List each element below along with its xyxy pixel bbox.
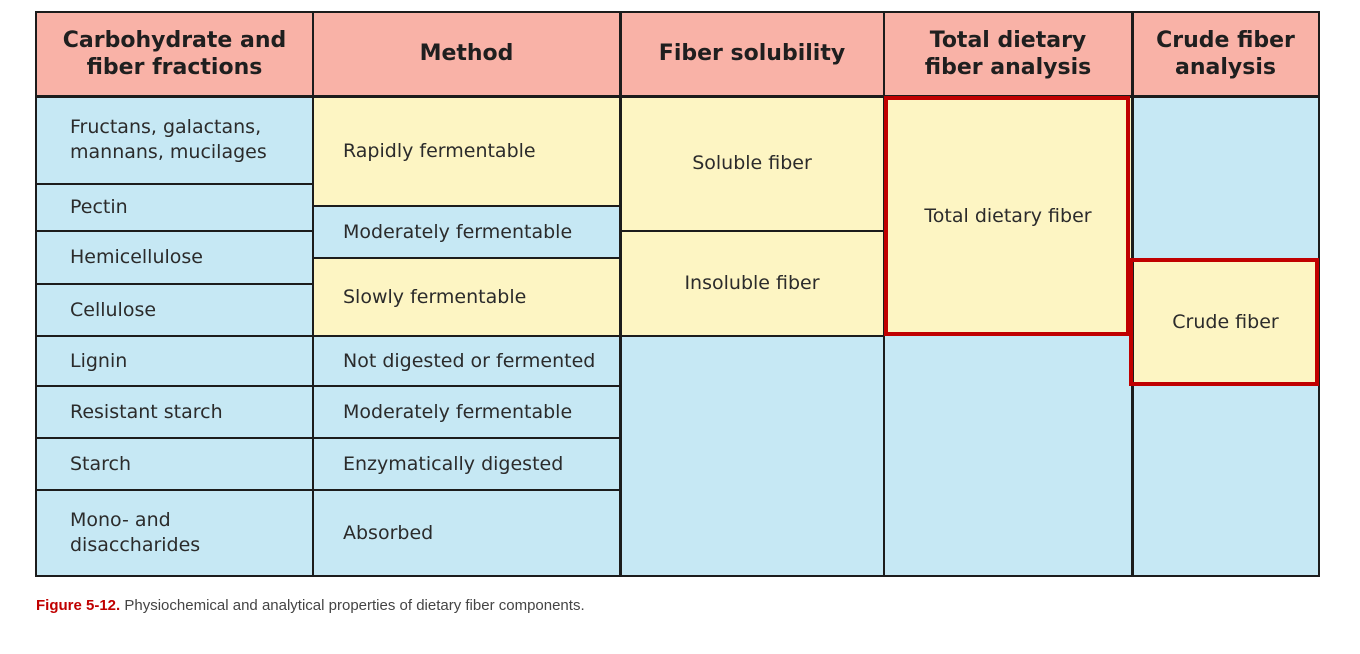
row-divider	[36, 283, 313, 285]
soluble-fiber-cell: Soluble fiber	[620, 96, 884, 231]
row-divider	[36, 489, 620, 491]
row-divider	[36, 437, 620, 439]
fraction-row: Fructans, galactans, mannans, mucilages	[36, 96, 313, 184]
figure-caption-text: Physiochemical and analytical properties…	[124, 597, 585, 614]
header-solubility: Fiber solubility	[620, 12, 884, 96]
header-crude: Crude fiber analysis	[1132, 12, 1319, 96]
crude-empty-bottom	[1132, 386, 1319, 576]
figure-label: Figure 5-12.	[36, 597, 121, 614]
method-row: Moderately fermentable	[313, 386, 620, 438]
row-divider	[36, 385, 620, 387]
header-divider	[36, 95, 1320, 98]
total-dietary-fiber-cell: Total dietary fiber	[884, 96, 1132, 336]
method-row: Rapidly fermentable	[313, 96, 620, 206]
solubility-divider	[620, 335, 884, 337]
table-border-right	[1318, 11, 1320, 577]
fraction-row: Cellulose	[36, 284, 313, 336]
method-row: Slowly fermentable	[313, 258, 620, 336]
column-divider	[619, 11, 622, 577]
header-fractions: Carbohydrate and fiber fractions	[36, 12, 313, 96]
fraction-row: Hemicellulose	[36, 231, 313, 284]
header-total-dietary: Total dietary fiber analysis	[884, 12, 1132, 96]
total-empty-cell	[884, 336, 1132, 576]
insoluble-fiber-cell: Insoluble fiber	[620, 231, 884, 336]
fraction-row: Pectin	[36, 184, 313, 231]
column-divider	[312, 11, 314, 577]
row-divider	[36, 230, 313, 232]
header-method: Method	[313, 12, 620, 96]
solubility-empty-cell	[620, 336, 884, 576]
method-divider	[313, 205, 620, 207]
crude-empty-top	[1132, 96, 1319, 258]
fraction-row: Mono- and disaccharides	[36, 490, 313, 576]
fraction-row: Lignin	[36, 336, 313, 386]
method-row: Absorbed	[313, 490, 620, 576]
crude-fiber-highlight	[1129, 258, 1319, 386]
method-row: Moderately fermentable	[313, 206, 620, 258]
row-divider	[36, 183, 313, 185]
method-row: Enzymatically digested	[313, 438, 620, 490]
method-divider	[313, 257, 620, 259]
table-border-top	[36, 11, 1320, 13]
solubility-divider	[620, 230, 884, 232]
table-border-left	[35, 11, 37, 577]
table-border-bottom	[36, 575, 1320, 577]
fraction-row: Starch	[36, 438, 313, 490]
crude-fiber-cell: Crude fiber	[1132, 258, 1319, 386]
total-dietary-highlight	[884, 96, 1130, 336]
row-divider	[36, 335, 620, 337]
figure-caption: Figure 5-12. Physiochemical and analytic…	[36, 597, 585, 614]
method-row: Not digested or fermented	[313, 336, 620, 386]
fraction-row: Resistant starch	[36, 386, 313, 438]
